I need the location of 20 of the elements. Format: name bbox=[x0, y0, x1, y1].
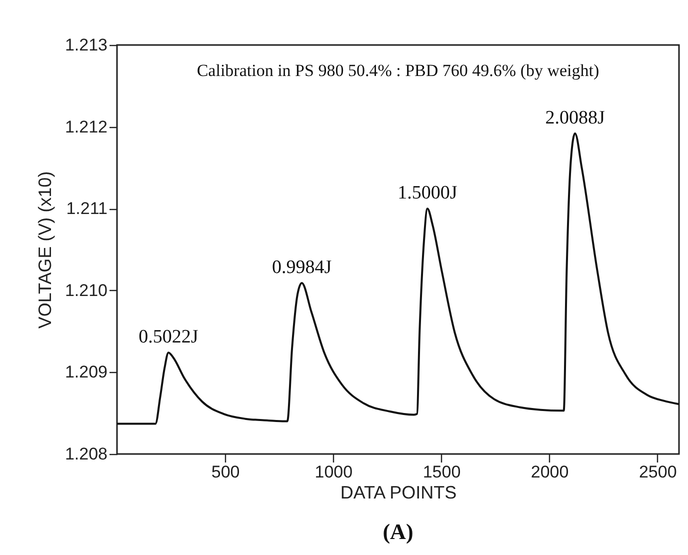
y-tick-label: 1.208 bbox=[64, 444, 108, 464]
y-tick-label: 1.212 bbox=[64, 117, 108, 136]
y-tick-label: 1.211 bbox=[66, 199, 108, 218]
x-tick-label: 2000 bbox=[530, 462, 569, 482]
annotation: 1.5000J bbox=[398, 182, 458, 204]
x-tick-label: 1500 bbox=[422, 462, 461, 482]
y-tick-label: 1.210 bbox=[64, 280, 108, 300]
annotation: 0.9984J bbox=[272, 257, 332, 278]
annotation: 2.0088J bbox=[545, 107, 605, 128]
y-tick-label: 1.209 bbox=[64, 362, 108, 382]
x-axis-title: DATA POINTS bbox=[340, 482, 457, 502]
line-series bbox=[117, 132, 679, 425]
y-axis-title: VOLTAGE (V) (x10) bbox=[34, 171, 55, 329]
x-tick-label: 500 bbox=[211, 462, 240, 482]
x-tick-label: 2500 bbox=[638, 462, 677, 482]
annotation: Calibration in PS 980 50.4% : PBD 760 49.6% (by weight) bbox=[196, 61, 600, 80]
y-tick-label: 1.213 bbox=[64, 36, 108, 54]
annotation: 0.5022J bbox=[138, 326, 198, 348]
text: (A) bbox=[382, 519, 414, 544]
x-tick-label: 1000 bbox=[314, 462, 353, 482]
